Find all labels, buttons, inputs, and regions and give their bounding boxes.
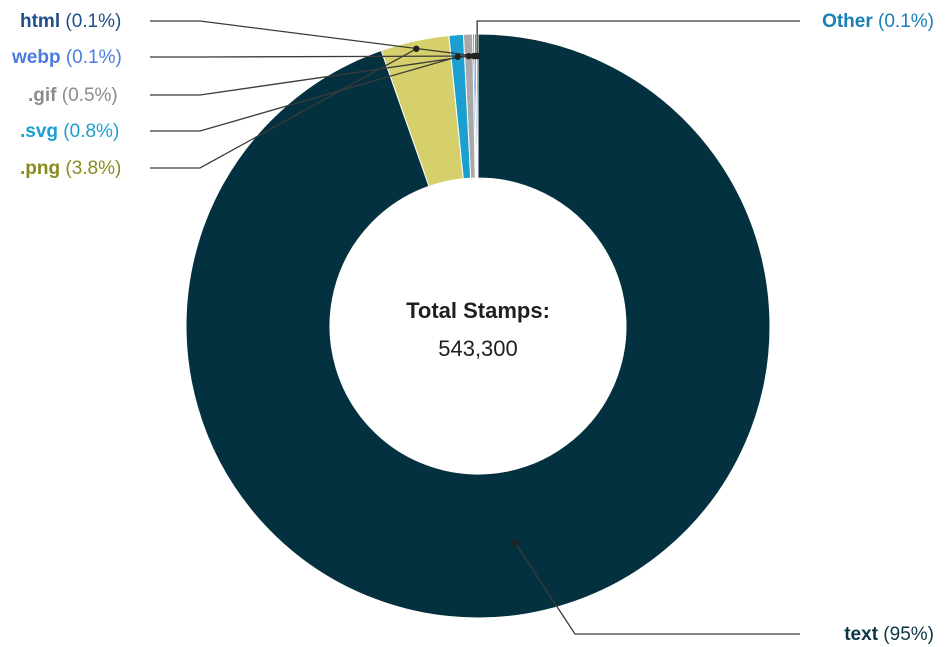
leader-line-svg bbox=[150, 56, 458, 132]
leader-dot-svg bbox=[454, 53, 461, 60]
label-name-svg: .svg bbox=[20, 121, 58, 142]
leader-dot-gif bbox=[465, 52, 472, 60]
label-name-text: text bbox=[844, 624, 878, 645]
label-svg: .svg (0.8%) bbox=[20, 121, 119, 142]
label-name-other: Other bbox=[822, 11, 873, 32]
leader-line-html bbox=[150, 20, 476, 57]
leader-line-webp bbox=[150, 55, 474, 58]
slice-labels: Other (0.1%)html (0.1%)webp (0.1%).gif (… bbox=[11, 11, 934, 645]
center-value: 543,300 bbox=[438, 336, 518, 361]
label-pct-gif: (0.5%) bbox=[57, 85, 118, 106]
center-title: Total Stamps: bbox=[406, 298, 550, 323]
label-name-gif: .gif bbox=[28, 85, 57, 106]
label-text: text (95%) bbox=[844, 624, 934, 645]
label-pct-webp: (0.1%) bbox=[61, 47, 122, 68]
label-name-webp: webp bbox=[11, 47, 61, 68]
label-pct-png: (3.8%) bbox=[60, 158, 121, 179]
label-pct-html: (0.1%) bbox=[60, 11, 121, 32]
label-gif: .gif (0.5%) bbox=[28, 85, 118, 106]
leader-line-text bbox=[514, 542, 800, 635]
leader-line-other bbox=[476, 20, 800, 57]
leader-lines bbox=[150, 20, 800, 635]
label-pct-svg: (0.8%) bbox=[58, 121, 119, 142]
leader-line-png bbox=[150, 48, 417, 169]
label-webp: webp (0.1%) bbox=[11, 47, 122, 68]
label-pct-other: (0.1%) bbox=[873, 11, 934, 32]
label-png: .png (3.8%) bbox=[20, 158, 121, 179]
label-other: Other (0.1%) bbox=[822, 11, 934, 32]
leader-dot-text bbox=[511, 539, 519, 547]
label-html: html (0.1%) bbox=[20, 11, 121, 32]
donut-slices bbox=[185, 33, 771, 619]
label-name-html: html bbox=[20, 11, 60, 32]
leader-dot-webp bbox=[470, 52, 477, 60]
label-pct-text: (95%) bbox=[878, 624, 934, 645]
slice-text bbox=[185, 33, 771, 619]
label-name-png: .png bbox=[20, 158, 60, 179]
leader-dot-png bbox=[413, 45, 420, 52]
